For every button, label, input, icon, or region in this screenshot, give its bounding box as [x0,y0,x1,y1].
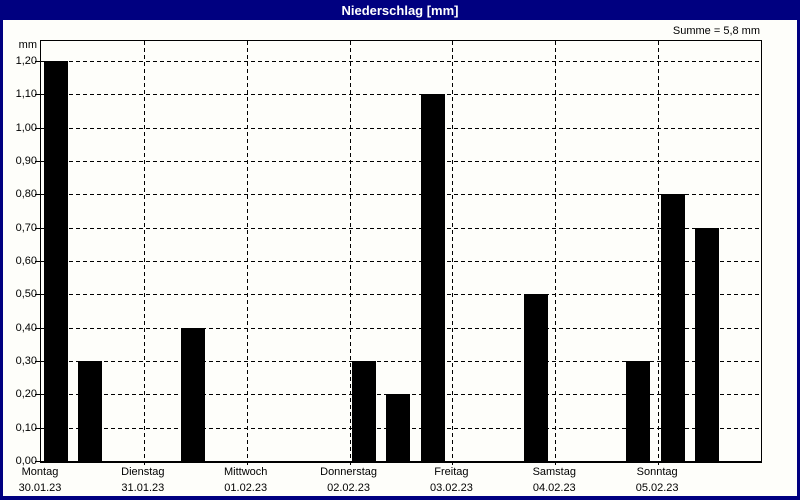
bar [386,394,411,461]
h-gridline [41,161,761,162]
y-tick-mark [35,261,40,262]
y-tick-mark [35,94,40,96]
date-label: 04.02.23 [532,482,576,494]
x-tick-mark [658,462,660,465]
y-tick-mark [35,127,40,129]
y-tick-label: 0,00 [15,455,37,467]
v-gridline [658,41,660,461]
x-tick-mark [555,462,557,465]
x-tick-mark [349,462,351,465]
h-gridline [41,361,761,362]
date-label: 05.02.23 [635,482,679,494]
date-label: 01.02.23 [224,482,268,494]
y-axis-unit-label: mm [18,39,37,51]
v-gridline [349,41,351,461]
v-gridline [452,41,454,461]
y-tick-label: 0,60 [15,255,37,267]
y-tick-mark [35,361,40,362]
plot-area [40,40,762,463]
y-tick-mark [35,194,40,196]
bar [180,327,205,461]
day-label: Samstag [532,466,576,478]
date-label: 30.01.23 [18,482,62,494]
bar [626,361,651,461]
y-tick-label: 0,50 [15,288,37,301]
y-tick-mark [35,427,40,429]
y-tick-mark [35,461,40,462]
bar [694,227,719,461]
y-tick-mark [35,294,40,296]
h-gridline [41,61,761,62]
y-tick-label: 0,30 [15,355,37,367]
h-gridline [41,127,761,129]
v-gridline [246,41,248,461]
y-tick-mark [35,227,40,229]
v-gridline [555,41,557,461]
y-tick-label: 0,90 [15,155,37,167]
y-tick-label: 1,10 [15,88,37,101]
chart-canvas: Summe = 5,8 mm mm 0,00 0,10 0,20 0,30 0,40 0,… [3,20,797,496]
y-tick-mark [35,161,40,162]
y-tick-label: 1,20 [15,55,37,67]
date-label: 02.02.23 [327,482,370,494]
h-gridline [41,94,761,96]
x-tick-mark [143,462,145,465]
day-label: Dienstag [121,466,165,478]
h-gridline [41,327,761,329]
h-gridline [41,227,761,229]
x-tick-mark [246,462,248,465]
sum-annotation: Summe = 5,8 mm [672,25,760,37]
y-tick-label: 0,20 [15,388,37,401]
h-gridline [41,194,761,196]
v-gridline [143,41,145,461]
y-tick-label: 0,80 [15,188,37,201]
title-bar: Niederschlag [mm] [0,0,800,20]
bar [352,361,377,461]
day-label: Freitag [434,466,469,478]
day-label: Donnerstag [320,466,377,478]
y-tick-label: 0,40 [15,321,37,334]
bar [523,294,548,461]
y-tick-label: 1,00 [15,121,37,134]
y-tick-mark [35,394,40,396]
date-label: 31.01.23 [121,482,165,494]
y-tick-mark [35,327,40,329]
bar [420,94,445,461]
x-tick-mark [452,462,454,465]
day-label: Sonntag [636,466,678,478]
h-gridline [41,261,761,262]
bar [43,61,68,461]
y-tick-mark [35,61,40,62]
day-label: Montag [21,466,59,478]
y-tick-label: 0,10 [15,421,37,434]
bar [660,194,685,461]
bar [77,361,102,461]
h-gridline [41,294,761,296]
window-title: Niederschlag [mm] [341,2,459,18]
date-label: 03.02.23 [430,482,473,494]
y-tick-label: 0,70 [15,221,37,234]
day-label: Mittwoch [224,466,268,478]
